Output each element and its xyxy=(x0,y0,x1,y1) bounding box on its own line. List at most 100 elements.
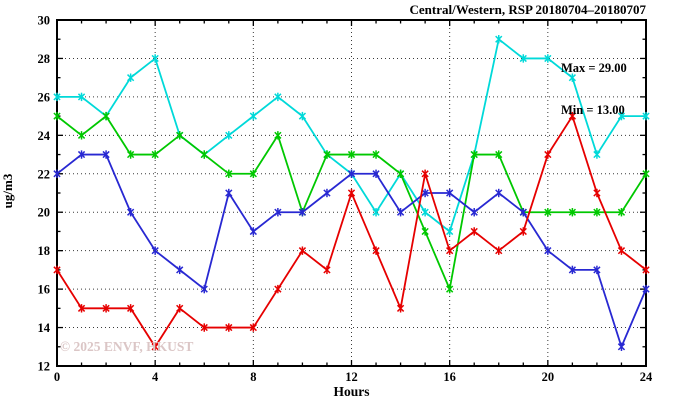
marker-day-blue xyxy=(102,150,110,159)
marker-day-blue xyxy=(544,247,552,255)
marker-day-blue xyxy=(568,266,577,274)
marker-day-blue xyxy=(470,208,478,216)
marker-day-red xyxy=(249,323,257,332)
marker-day-red xyxy=(176,304,184,312)
x-tick-label: 12 xyxy=(345,370,358,384)
marker-day-blue xyxy=(347,170,356,178)
marker-day-red xyxy=(519,227,527,236)
marker-day-red xyxy=(495,247,503,255)
marker-day-green xyxy=(470,150,478,159)
marker-day-blue xyxy=(372,170,380,178)
marker-day-red xyxy=(642,266,650,274)
marker-day-green xyxy=(53,112,61,120)
marker-day-cyan xyxy=(151,54,159,63)
marker-day-green xyxy=(126,150,135,159)
min-annotation: Min = 13.00 xyxy=(561,103,625,117)
marker-day-red xyxy=(298,247,307,255)
marker-day-red xyxy=(274,285,282,293)
y-tick-label: 30 xyxy=(38,14,51,28)
marker-day-red xyxy=(200,323,208,332)
marker-day-red xyxy=(102,304,110,312)
x-tick-label: 24 xyxy=(640,370,653,384)
marker-day-green xyxy=(617,208,626,216)
marker-day-cyan xyxy=(593,150,601,159)
marker-day-blue xyxy=(421,189,429,197)
max-annotation: Max = 29.00 xyxy=(561,61,627,75)
marker-day-green xyxy=(225,170,233,178)
marker-day-cyan xyxy=(77,93,86,101)
marker-day-blue xyxy=(176,266,184,274)
marker-day-green xyxy=(396,170,405,178)
marker-day-cyan xyxy=(568,74,577,82)
y-axis-label: ug/m3 xyxy=(0,173,15,209)
x-tick-label: 20 xyxy=(542,370,555,384)
marker-day-green xyxy=(323,150,331,159)
marker-day-red xyxy=(151,343,159,351)
y-tick-label: 24 xyxy=(38,129,51,143)
watermark: © 2025 ENVF, HKUST xyxy=(60,339,194,354)
marker-day-green xyxy=(568,208,577,216)
marker-day-red xyxy=(396,304,405,312)
marker-day-blue xyxy=(53,170,61,178)
series-line-day-green xyxy=(56,114,647,293)
marker-day-green xyxy=(77,131,86,139)
marker-day-blue xyxy=(396,208,405,216)
marker-day-cyan xyxy=(617,112,626,120)
marker-day-blue xyxy=(298,208,307,216)
marker-day-red xyxy=(544,150,552,159)
marker-day-blue xyxy=(446,189,454,197)
marker-day-blue xyxy=(519,208,527,216)
x-tick-label: 16 xyxy=(443,370,456,384)
marker-day-blue xyxy=(126,208,135,216)
marker-day-blue xyxy=(274,208,282,216)
marker-day-blue xyxy=(77,150,86,159)
marker-day-red xyxy=(617,247,626,255)
y-tick-label: 16 xyxy=(38,283,51,297)
marker-day-blue xyxy=(151,247,159,255)
x-axis-label: Hours xyxy=(333,384,370,399)
marker-day-red xyxy=(372,247,380,255)
marker-day-cyan xyxy=(298,112,307,120)
max-min-annotation: Max = 29.00 Min = 13.00 xyxy=(561,33,627,145)
marker-day-cyan xyxy=(544,54,552,63)
marker-day-green xyxy=(544,208,552,216)
marker-day-cyan xyxy=(372,208,380,216)
marker-day-green xyxy=(274,131,282,139)
marker-day-red xyxy=(568,112,577,120)
chart-title: Central/Western, RSP 20180704–20180707 xyxy=(409,2,646,17)
marker-day-cyan xyxy=(274,93,282,101)
marker-day-green xyxy=(151,150,159,159)
marker-day-cyan xyxy=(53,93,61,101)
marker-day-cyan xyxy=(249,112,257,120)
marker-day-cyan xyxy=(495,35,503,43)
marker-day-green xyxy=(495,150,503,159)
marker-day-green xyxy=(200,150,208,159)
y-tick-label: 14 xyxy=(38,321,51,335)
marker-day-green xyxy=(176,131,184,139)
marker-day-green xyxy=(372,150,380,159)
y-tick-label: 22 xyxy=(38,167,51,181)
marker-day-blue xyxy=(642,285,650,293)
x-tick-label: 4 xyxy=(152,370,159,384)
marker-day-green xyxy=(347,150,356,159)
marker-day-red xyxy=(347,189,356,197)
y-tick-label: 18 xyxy=(38,244,51,258)
marker-day-blue xyxy=(617,343,626,351)
y-tick-label: 20 xyxy=(38,206,51,220)
x-tick-label: 8 xyxy=(250,370,256,384)
marker-day-red xyxy=(421,170,429,178)
marker-day-red xyxy=(470,227,478,236)
plot-frame xyxy=(56,19,647,367)
marker-day-green xyxy=(593,208,601,216)
marker-day-blue xyxy=(593,266,601,274)
marker-day-cyan xyxy=(421,208,429,216)
marker-day-cyan xyxy=(225,131,233,139)
marker-day-blue xyxy=(225,189,233,197)
marker-day-red xyxy=(53,266,61,274)
marker-day-cyan xyxy=(642,112,650,120)
marker-day-cyan xyxy=(126,74,135,82)
marker-day-red xyxy=(323,266,331,274)
x-tick-label: 0 xyxy=(54,370,60,384)
marker-day-red xyxy=(593,189,601,197)
